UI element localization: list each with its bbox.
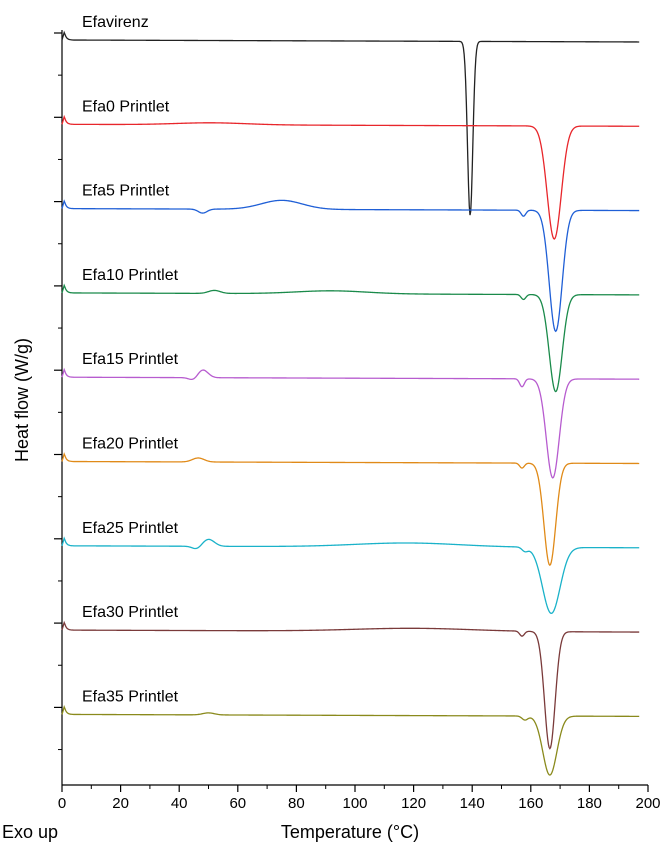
series-label: Efavirenz	[82, 14, 149, 31]
x-tick-label: 20	[112, 795, 129, 812]
series-line	[61, 536, 640, 615]
x-tick-label: 140	[460, 795, 485, 812]
series-label: Efa15 Printlet	[82, 351, 179, 368]
series-line	[61, 114, 640, 240]
x-tick-label: 180	[577, 795, 602, 812]
series-label: Efa5 Printlet	[82, 183, 170, 200]
series-label: Efa20 Printlet	[82, 436, 179, 453]
series-line	[61, 704, 640, 776]
x-tick-label: 80	[288, 795, 305, 812]
x-tick-label: 120	[401, 795, 426, 812]
series-label: Efa0 Printlet	[82, 98, 170, 115]
series-layer	[61, 30, 640, 776]
series-label: Efa25 Printlet	[82, 520, 179, 537]
series-label: Efa35 Printlet	[82, 688, 179, 705]
x-tick-label: 0	[58, 795, 66, 812]
x-tick-label: 100	[342, 795, 367, 812]
x-tick-label: 160	[518, 795, 543, 812]
series-label: Efa30 Printlet	[82, 604, 179, 621]
x-tick-label: 60	[229, 795, 246, 812]
series-line	[61, 199, 640, 333]
x-tick-label: 200	[635, 795, 660, 812]
axes: 0 20 40 60 80 100 120 140 160 180 200	[54, 30, 661, 812]
label-layer: Efavirenz Efa0 Printlet Efa5 Printlet Efa10…	[82, 14, 179, 705]
series-line	[61, 620, 640, 750]
series-line	[61, 367, 640, 479]
series-line	[61, 30, 640, 216]
y-axis-title: Heat flow (W/g)	[12, 338, 32, 462]
exo-up-note: Exo up	[2, 822, 58, 842]
series-line	[61, 452, 640, 567]
series-label: Efa10 Printlet	[82, 267, 179, 284]
x-tick-label: 40	[171, 795, 188, 812]
x-axis-title: Temperature (°C)	[281, 822, 419, 842]
series-line	[61, 283, 640, 393]
